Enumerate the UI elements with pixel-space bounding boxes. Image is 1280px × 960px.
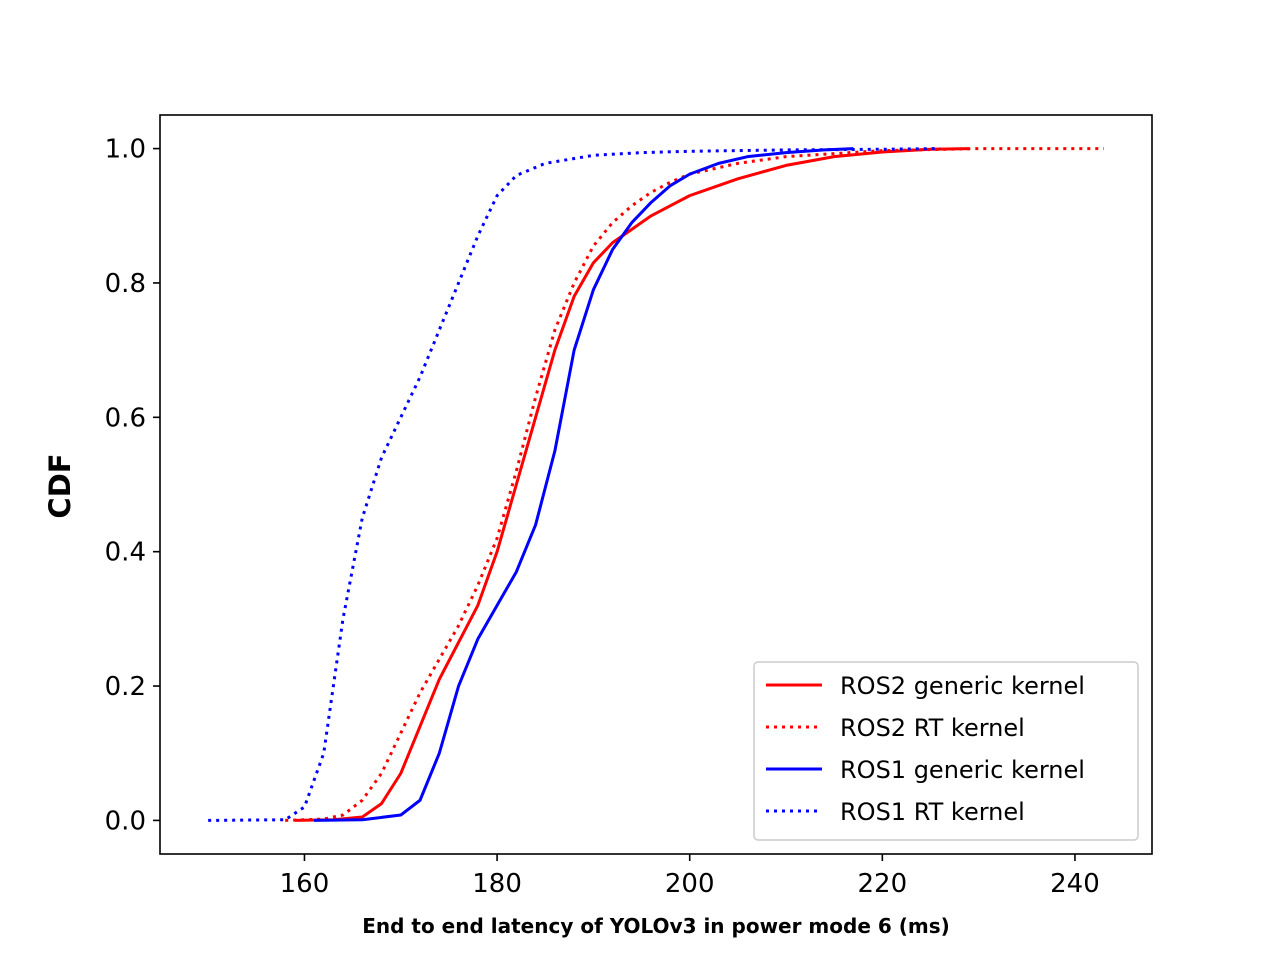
legend-label: ROS2 RT kernel (840, 714, 1025, 742)
x-axis-label: End to end latency of YOLOv3 in power mo… (362, 914, 950, 938)
legend-label: ROS1 RT kernel (840, 798, 1025, 826)
y-tick-label: 0.2 (105, 672, 146, 702)
x-tick-label: 180 (472, 869, 522, 899)
x-tick-label: 160 (280, 869, 330, 899)
series-line-1 (294, 147, 970, 822)
y-axis-label: CDF (43, 453, 77, 518)
series-line-3 (314, 147, 854, 822)
x-axis: 160 180 200 220 240 (280, 854, 1100, 899)
y-tick-label: 0.4 (105, 538, 146, 568)
x-tick-label: 220 (858, 869, 908, 899)
x-tick-label: 200 (665, 869, 715, 899)
y-tick-label: 1.0 (105, 135, 146, 165)
legend-label: ROS1 generic kernel (840, 756, 1085, 784)
legend: ROS2 generic kernel ROS2 RT kernel ROS1 ge… (753, 661, 1139, 841)
x-tick-label: 240 (1050, 869, 1100, 899)
legend-label: ROS2 generic kernel (840, 672, 1085, 700)
series-line-2 (285, 147, 1104, 822)
y-tick-label: 0.8 (105, 269, 146, 299)
series-line-4 (208, 147, 941, 822)
y-tick-label: 0.0 (105, 806, 146, 836)
plot-frame (159, 114, 1153, 855)
y-tick-label: 0.6 (105, 403, 146, 433)
legend-box (753, 661, 1139, 841)
y-axis: 0.0 0.2 0.4 0.6 0.8 1.0 (105, 135, 160, 836)
